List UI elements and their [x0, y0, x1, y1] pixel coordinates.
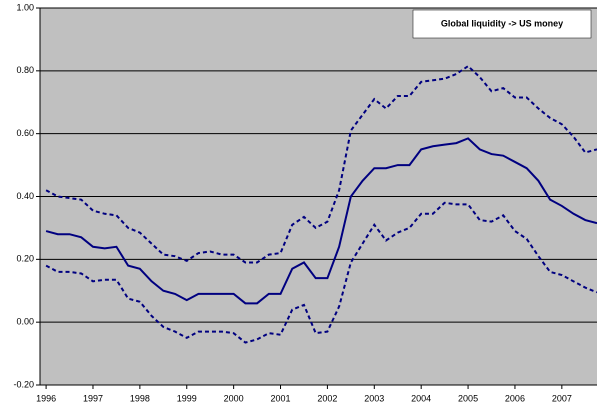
x-tick-label: 2006 — [505, 393, 525, 403]
x-tick-label: 1997 — [83, 393, 103, 403]
x-tick-label: 2004 — [411, 393, 431, 403]
x-tick-label: 1999 — [177, 393, 197, 403]
x-tick-label: 2002 — [317, 393, 337, 403]
x-tick-label: 2000 — [224, 393, 244, 403]
x-tick-label: 1998 — [130, 393, 150, 403]
x-tick-label: 2003 — [364, 393, 384, 403]
y-tick-label: 0.20 — [16, 254, 34, 264]
x-tick-label: 1996 — [36, 393, 56, 403]
line-series — [45, 64, 597, 264]
y-tick-label: 0.60 — [16, 128, 34, 138]
x-tick-label: 2007 — [552, 393, 572, 403]
y-tick-label: 1.00 — [16, 2, 34, 12]
line-series — [45, 137, 597, 305]
y-tick-label: -0.20 — [13, 379, 34, 389]
x-tick-label: 2001 — [271, 393, 291, 403]
annotation: Global liquidity -> US money — [441, 18, 563, 28]
y-tick-label: 0.40 — [16, 191, 34, 201]
line-series — [45, 201, 597, 344]
y-tick-label: 0.80 — [16, 65, 34, 75]
x-tick-label: 2005 — [458, 393, 478, 403]
y-tick-label: 0.00 — [16, 317, 34, 327]
annotation-box — [412, 9, 592, 39]
